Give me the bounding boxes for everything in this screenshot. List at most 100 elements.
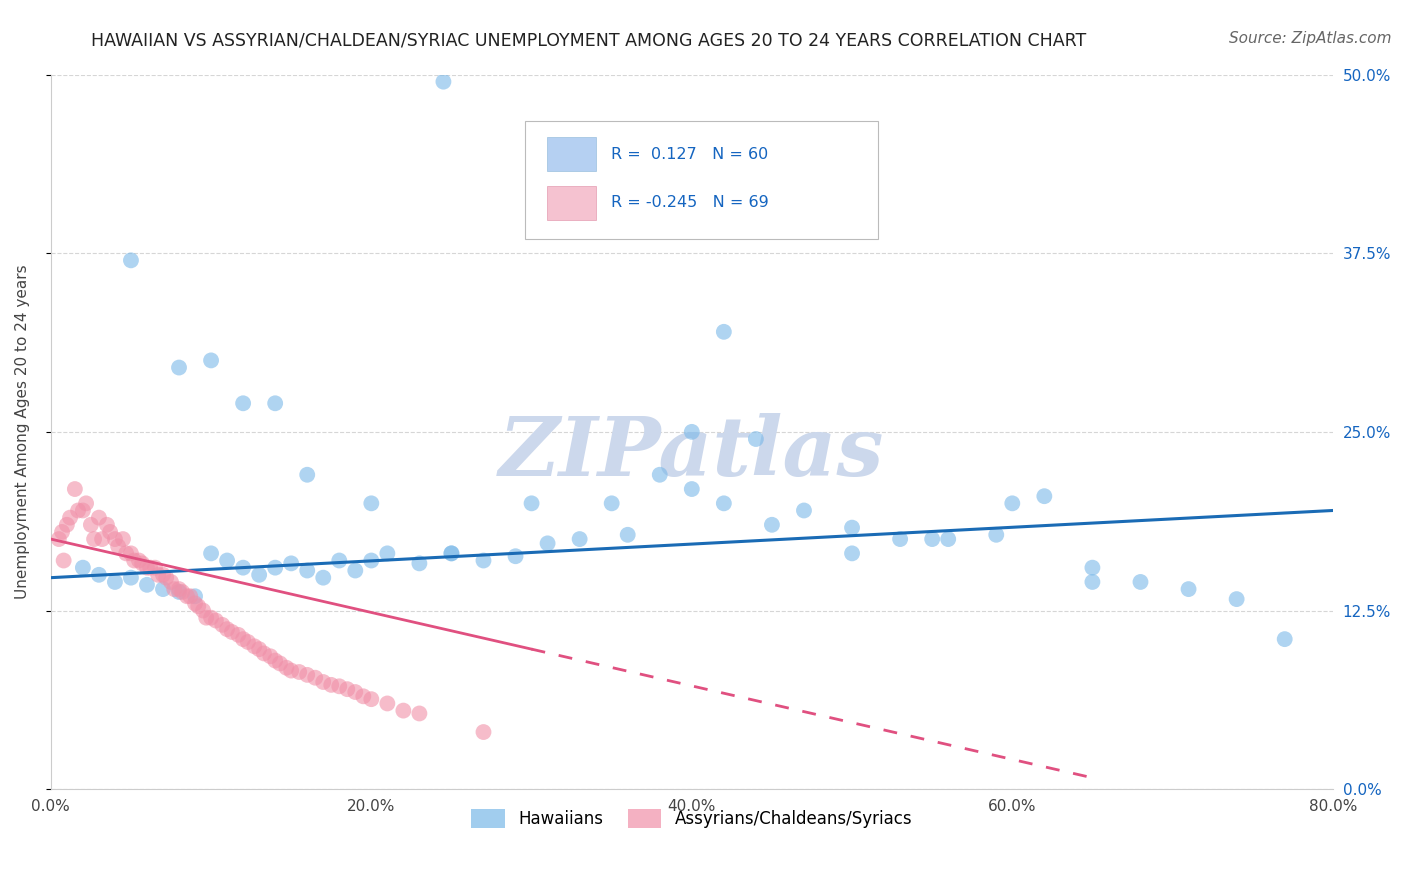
Point	[139, 560, 162, 574]
Point	[232, 632, 254, 647]
Point	[67, 503, 90, 517]
Point	[160, 574, 183, 589]
Legend: Hawaiians, Assyrians/Chaldeans/Syriacs: Hawaiians, Assyrians/Chaldeans/Syriacs	[464, 802, 920, 835]
Point	[328, 553, 350, 567]
Point	[648, 467, 671, 482]
Point	[745, 432, 768, 446]
Point	[163, 582, 186, 596]
Point	[200, 610, 222, 624]
Point	[264, 654, 287, 668]
Point	[191, 603, 214, 617]
Point	[167, 360, 190, 375]
Point	[184, 596, 207, 610]
Point	[96, 517, 118, 532]
Point	[72, 503, 94, 517]
Point	[360, 692, 382, 706]
Point	[48, 532, 70, 546]
Point	[312, 571, 335, 585]
Point	[87, 510, 110, 524]
Text: ZIPatlas: ZIPatlas	[499, 413, 884, 493]
Point	[131, 557, 153, 571]
Point	[1001, 496, 1024, 510]
Point	[217, 553, 239, 567]
Text: Source: ZipAtlas.com: Source: ZipAtlas.com	[1229, 31, 1392, 46]
Text: HAWAIIAN VS ASSYRIAN/CHALDEAN/SYRIAC UNEMPLOYMENT AMONG AGES 20 TO 24 YEARS CORR: HAWAIIAN VS ASSYRIAN/CHALDEAN/SYRIAC UNE…	[91, 31, 1087, 49]
Point	[104, 532, 127, 546]
Point	[259, 649, 281, 664]
Point	[713, 496, 735, 510]
Point	[200, 546, 222, 560]
Point	[408, 706, 430, 721]
Point	[321, 678, 343, 692]
FancyBboxPatch shape	[526, 121, 877, 239]
Point	[111, 532, 134, 546]
Point	[91, 532, 114, 546]
Point	[205, 614, 228, 628]
Point	[936, 532, 959, 546]
Text: R =  0.127   N = 60: R = 0.127 N = 60	[612, 146, 768, 161]
Point	[297, 564, 319, 578]
Point	[681, 482, 703, 496]
Point	[761, 517, 783, 532]
Point	[98, 524, 121, 539]
Point	[51, 524, 73, 539]
Point	[148, 567, 170, 582]
Point	[136, 560, 159, 574]
Point	[1081, 560, 1104, 574]
Bar	[547, 186, 596, 220]
Point	[122, 553, 145, 567]
Point	[360, 496, 382, 510]
Point	[87, 567, 110, 582]
Point	[264, 560, 287, 574]
Point	[172, 585, 194, 599]
Point	[328, 679, 350, 693]
Point	[217, 622, 239, 636]
Point	[269, 657, 291, 671]
Point	[228, 628, 250, 642]
Point	[616, 528, 638, 542]
Point	[1081, 574, 1104, 589]
Point	[1177, 582, 1199, 596]
Point	[264, 396, 287, 410]
Point	[1274, 632, 1296, 647]
Point	[120, 546, 142, 560]
Point	[247, 642, 270, 657]
Point	[104, 574, 127, 589]
Point	[179, 589, 201, 603]
Point	[128, 553, 150, 567]
Point	[432, 75, 454, 89]
Point	[472, 553, 495, 567]
Point	[505, 549, 527, 564]
Point	[56, 517, 79, 532]
Point	[297, 668, 319, 682]
Point	[841, 521, 863, 535]
Point	[232, 560, 254, 574]
Point	[232, 396, 254, 410]
Point	[344, 564, 367, 578]
Point	[536, 536, 558, 550]
Point	[375, 546, 398, 560]
Point	[63, 482, 86, 496]
Point	[280, 664, 302, 678]
Point	[392, 704, 415, 718]
Point	[115, 546, 138, 560]
Bar	[547, 137, 596, 171]
Point	[167, 582, 190, 596]
Point	[243, 640, 266, 654]
Point	[155, 571, 177, 585]
Point	[312, 675, 335, 690]
Point	[360, 553, 382, 567]
Point	[167, 585, 190, 599]
Point	[52, 553, 75, 567]
Point	[75, 496, 97, 510]
Point	[221, 625, 243, 640]
Point	[297, 467, 319, 482]
Point	[143, 560, 166, 574]
Point	[304, 671, 326, 685]
Point	[520, 496, 543, 510]
Point	[336, 682, 359, 697]
Point	[236, 635, 259, 649]
Point	[280, 557, 302, 571]
Point	[184, 589, 207, 603]
Point	[200, 353, 222, 368]
